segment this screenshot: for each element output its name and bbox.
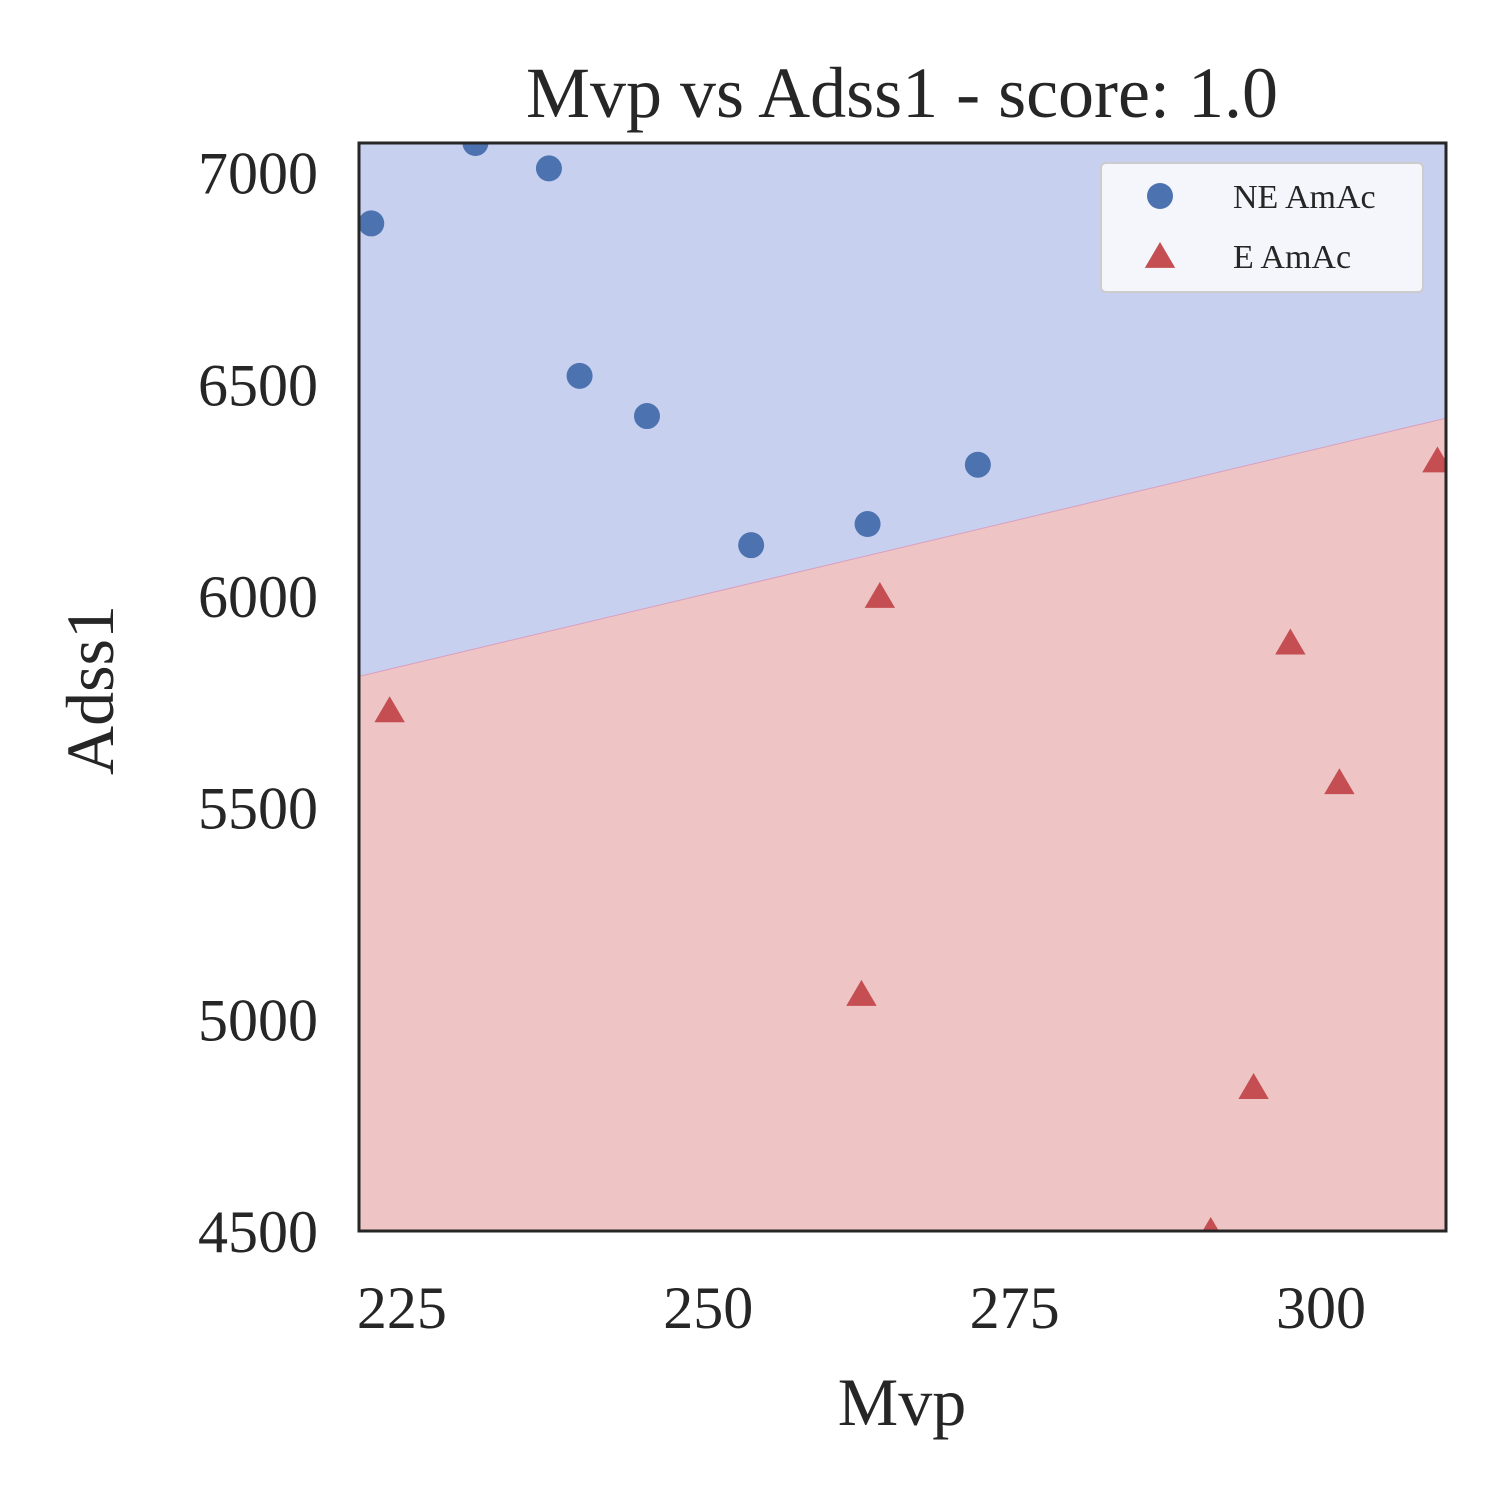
y-tick-label: 6000 xyxy=(198,564,318,630)
x-tick-label: 250 xyxy=(663,1275,753,1341)
point-e-amac xyxy=(1202,1217,1219,1231)
y-tick-label: 5500 xyxy=(198,776,318,842)
legend-label: E AmAc xyxy=(1233,239,1351,276)
point-ne-amac xyxy=(738,532,765,559)
point-e-amac xyxy=(374,696,405,723)
point-ne-amac xyxy=(964,451,991,478)
decision-regions xyxy=(359,143,1446,1231)
point-ne-amac xyxy=(633,403,660,430)
legend-frame xyxy=(1100,162,1424,293)
x-axis-ticks: 225 250 275 300 xyxy=(357,1275,1366,1341)
legend-label: NE AmAc xyxy=(1233,179,1376,216)
point-ne-amac xyxy=(854,511,881,538)
y-axis-label: Adss1 xyxy=(52,605,128,775)
data-markers xyxy=(359,143,1446,1231)
point-e-amac xyxy=(1238,1073,1269,1099)
point-e-amac xyxy=(864,581,896,608)
region-e-amac xyxy=(359,418,1446,1231)
y-tick-label: 5000 xyxy=(198,987,318,1053)
y-axis-ticks: 4500 5000 5500 6000 6500 7000 xyxy=(198,141,318,1265)
point-ne-amac xyxy=(462,143,489,156)
legend-marker-ne-amac xyxy=(1147,183,1173,209)
point-e-amac xyxy=(846,979,877,1006)
y-tick-label: 4500 xyxy=(198,1199,318,1265)
point-ne-amac xyxy=(535,155,562,182)
x-tick-label: 225 xyxy=(357,1275,447,1341)
chart-title: Mvp vs Adss1 - score: 1.0 xyxy=(526,53,1278,133)
legend: NE AmAc E AmAc xyxy=(1100,162,1424,293)
y-tick-label: 6500 xyxy=(198,352,318,418)
point-ne-amac xyxy=(566,362,593,389)
legend-marker-e-amac xyxy=(1144,242,1176,268)
x-tick-label: 275 xyxy=(970,1275,1060,1341)
x-axis-label: Mvp xyxy=(838,1364,966,1440)
point-e-amac xyxy=(1275,628,1306,655)
decision-boundary xyxy=(359,417,1446,677)
x-tick-label: 300 xyxy=(1276,1275,1366,1341)
point-e-amac xyxy=(1324,768,1355,795)
plot-frame xyxy=(357,141,1448,1233)
point-e-amac xyxy=(1422,446,1446,473)
point-ne-amac xyxy=(359,210,385,237)
y-tick-label: 7000 xyxy=(198,141,318,207)
